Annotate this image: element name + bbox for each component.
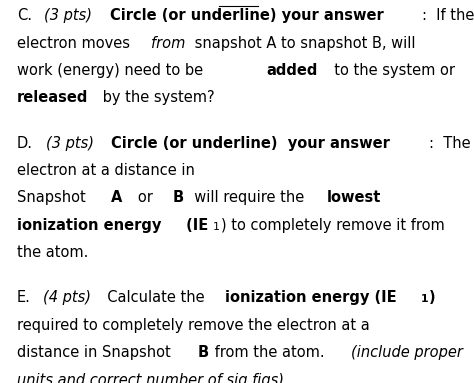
Text: from the atom.: from the atom. — [210, 345, 334, 360]
Text: electron moves: electron moves — [17, 36, 135, 51]
Text: electron at a distance in: electron at a distance in — [17, 163, 195, 178]
Text: (4 pts): (4 pts) — [43, 290, 91, 305]
Text: B: B — [197, 345, 209, 360]
Text: Calculate the: Calculate the — [98, 290, 209, 305]
Text: (3 pts): (3 pts) — [46, 136, 93, 151]
Text: :  If the: : If the — [422, 8, 474, 23]
Text: lowest: lowest — [327, 190, 381, 205]
Text: (include proper: (include proper — [351, 345, 463, 360]
Text: (IE: (IE — [182, 218, 209, 233]
Text: D.: D. — [17, 136, 33, 151]
Text: added: added — [266, 63, 318, 78]
Text: ionization energy: ionization energy — [17, 218, 161, 233]
Text: required to completely remove the electron at a: required to completely remove the electr… — [17, 318, 370, 333]
Text: distance in Snapshot: distance in Snapshot — [17, 345, 175, 360]
Text: E.: E. — [17, 290, 31, 305]
Text: :  The: : The — [429, 136, 471, 151]
Text: (3 pts): (3 pts) — [45, 8, 92, 23]
Text: ionization energy (IE: ionization energy (IE — [225, 290, 396, 305]
Text: Circle (or underline)  your answer: Circle (or underline) your answer — [111, 136, 390, 151]
Text: by the system?: by the system? — [98, 90, 215, 105]
Text: or: or — [124, 190, 167, 205]
Text: B: B — [173, 190, 184, 205]
Text: work (energy) need to be: work (energy) need to be — [17, 63, 203, 78]
Text: ): ) — [429, 290, 436, 305]
Text: C.: C. — [17, 8, 32, 23]
Text: units and correct number of sig figs): units and correct number of sig figs) — [17, 373, 284, 383]
Text: A: A — [111, 190, 122, 205]
Text: released: released — [17, 90, 88, 105]
Text: will require the: will require the — [185, 190, 310, 205]
Text: 1: 1 — [420, 295, 428, 304]
Text: from: from — [151, 36, 185, 51]
Text: snapshot A to snapshot B, will: snapshot A to snapshot B, will — [190, 36, 416, 51]
Text: Snapshot: Snapshot — [17, 190, 100, 205]
Text: to the system or: to the system or — [325, 63, 455, 78]
Text: Circle (or underline) your answer: Circle (or underline) your answer — [109, 8, 383, 23]
Text: the atom.: the atom. — [17, 245, 88, 260]
Text: 1: 1 — [212, 222, 219, 232]
Text: ) to completely remove it from: ) to completely remove it from — [220, 218, 444, 233]
